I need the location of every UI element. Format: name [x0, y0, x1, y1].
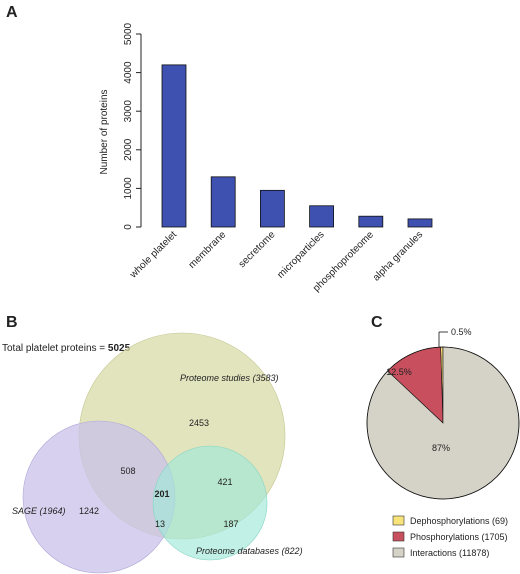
venn-circle-proteome-databases	[152, 445, 268, 561]
x-tick-label-alpha-granules: alpha granules	[371, 229, 425, 283]
y-tick-label: 5000	[123, 22, 134, 45]
legend-swatch-dephosphorylations	[392, 515, 405, 526]
legend-label-dephosphorylations: Dephosphorylations (69)	[410, 516, 508, 526]
y-tick-label: 4000	[123, 61, 134, 84]
legend-label-interactions: Interactions (11878)	[410, 548, 489, 558]
pie-label-phosphorylations: 12.5%	[386, 367, 412, 377]
venn-set-label-proteome-studies: Proteome studies (3583)	[180, 373, 279, 383]
legend: Dephosphorylations (69) Phosphorylations…	[392, 515, 508, 558]
bars	[161, 64, 433, 228]
venn-set-label-sage: SAGE (1964)	[12, 506, 66, 516]
venn-circle-sage	[22, 420, 176, 574]
pie-outline	[366, 346, 520, 500]
bar-phosphoproteome	[358, 215, 384, 228]
x-tick-label-secretome: secretome	[237, 229, 278, 270]
panel-letter-c: C	[371, 314, 383, 331]
x-tick-label-membrane: membrane	[187, 229, 229, 271]
venn-count-db-only: 187	[223, 519, 238, 529]
venn-set-label-proteome-databases: Proteome databases (822)	[196, 546, 303, 556]
bar-microparticles	[309, 205, 335, 228]
y-tick-label: 0	[123, 224, 134, 230]
bar-membrane	[210, 176, 236, 228]
legend-swatch-interactions	[392, 547, 405, 558]
bar-whole-platelet	[161, 64, 187, 228]
panel-letter-b: B	[6, 314, 18, 331]
x-tick-labels: whole platelet membrane secretomemicropart…	[127, 229, 425, 294]
venn-count-all-three: 201	[154, 489, 169, 499]
legend-swatch-phosphorylations	[392, 531, 405, 542]
x-tick-label-microparticles: microparticles	[275, 229, 326, 280]
venn-header: Total platelet proteins = 5025	[2, 343, 131, 354]
y-axis-ticks: 0 1000 2000 3000 4000 5000	[123, 22, 141, 230]
y-tick-label: 1000	[123, 177, 134, 200]
y-tick-label: 2000	[123, 138, 134, 161]
panel-letter-a: A	[6, 4, 18, 21]
venn-count-proteome-only: 2453	[189, 418, 209, 428]
venn-count-proteome-db: 421	[217, 477, 232, 487]
legend-label-phosphorylations: Phosphorylations (1705)	[410, 532, 508, 542]
pie-label-dephosphorylations: 0.5%	[451, 327, 472, 337]
x-tick-label-whole-platelet: whole platelet	[127, 229, 179, 281]
venn-count-sage-only: 1242	[79, 506, 99, 516]
venn-count-proteome-sage: 508	[120, 466, 135, 476]
y-tick-label: 3000	[123, 100, 134, 123]
bar-secretome	[259, 189, 285, 228]
y-axis-label: Number of proteins	[99, 89, 110, 174]
venn-count-sage-db: 13	[155, 519, 165, 529]
bar-alpha-granules	[407, 218, 433, 228]
pie-label-interactions: 87%	[432, 443, 450, 453]
